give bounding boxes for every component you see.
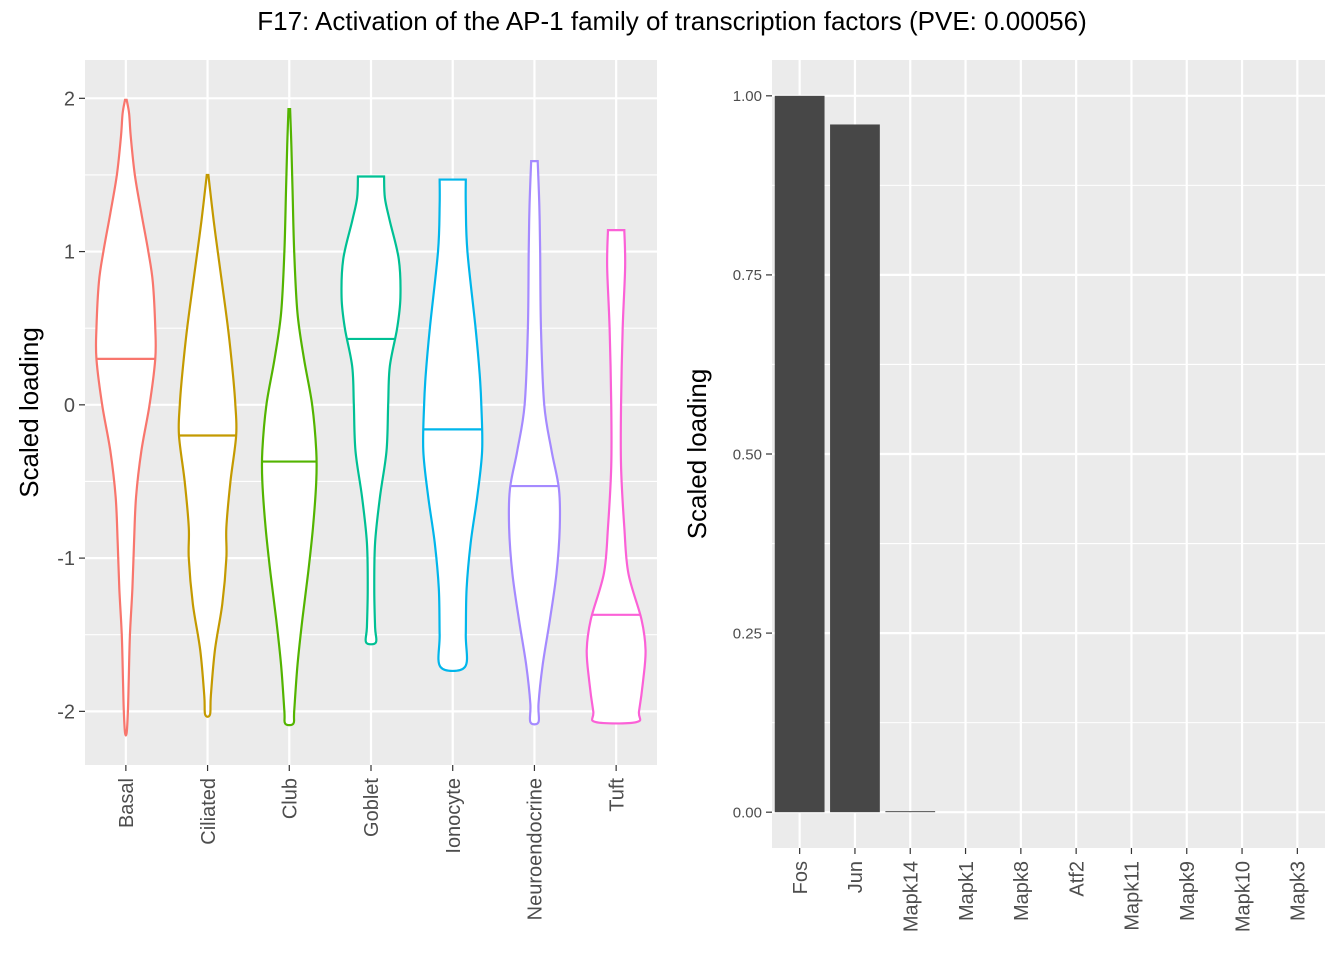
x-tick-label: Mapk9 xyxy=(1177,861,1199,921)
y-tick-label: 1.00 xyxy=(733,88,762,105)
x-tick-label: Mapk10 xyxy=(1232,861,1254,932)
bar-fos xyxy=(774,95,825,813)
y-tick-label: 2 xyxy=(64,88,75,110)
violin-chart: -2 -1 0 1 2 Basal Ciliated Club Goblet Ionocyte Ne… xyxy=(14,60,657,920)
violin-neuroendocrine xyxy=(507,160,562,726)
x-tick-label: Mapk14 xyxy=(900,861,922,932)
x-tick-label: Basal xyxy=(116,778,138,828)
violin-goblet xyxy=(340,175,402,646)
violin-basal xyxy=(94,98,157,737)
x-tick-label: Tuft xyxy=(606,778,628,812)
y-axis-title: Scaled loading xyxy=(682,369,712,540)
y-tick-label: 0.25 xyxy=(733,625,762,642)
chart-title: F17: Activation of the AP-1 family of tr… xyxy=(257,6,1087,36)
x-tick-label: Ionocyte xyxy=(443,778,465,854)
x-tick-label: Atf2 xyxy=(1066,861,1088,897)
y-tick-label: 0.75 xyxy=(733,267,762,284)
violin-club xyxy=(260,107,318,727)
x-tick-label: Mapk1 xyxy=(956,861,978,921)
y-tick-label: 0.50 xyxy=(733,446,762,463)
y-tick-label: 1 xyxy=(64,242,75,264)
violin-ciliated xyxy=(177,173,238,718)
violin-tuft xyxy=(585,229,647,725)
x-tick-label: Neuroendocrine xyxy=(525,778,547,920)
x-tick-label: Mapk11 xyxy=(1122,861,1144,931)
x-tick-label: Goblet xyxy=(361,778,383,837)
bar-mapk14 xyxy=(885,811,936,813)
y-tick-label: -1 xyxy=(57,548,75,570)
violin-ionocyte xyxy=(421,178,484,673)
y-tick-label: -2 xyxy=(57,701,75,723)
x-tick-label: Jun xyxy=(845,861,867,893)
bar-chart: 0.00 0.25 0.50 0.75 1.00 Fos Jun Mapk14 Mapk1 Map… xyxy=(682,60,1325,932)
y-tick-label: 0.00 xyxy=(733,804,762,821)
y-tick-label: 0 xyxy=(64,395,75,417)
y-axis-title: Scaled loading xyxy=(14,327,44,498)
x-tick-label: Club xyxy=(279,778,301,819)
x-tick-label: Fos xyxy=(790,861,812,894)
x-tick-label: Mapk8 xyxy=(1011,861,1033,921)
x-tick-label: Ciliated xyxy=(198,778,220,845)
bar-jun xyxy=(830,124,880,813)
x-tick-label: Mapk3 xyxy=(1288,861,1310,921)
